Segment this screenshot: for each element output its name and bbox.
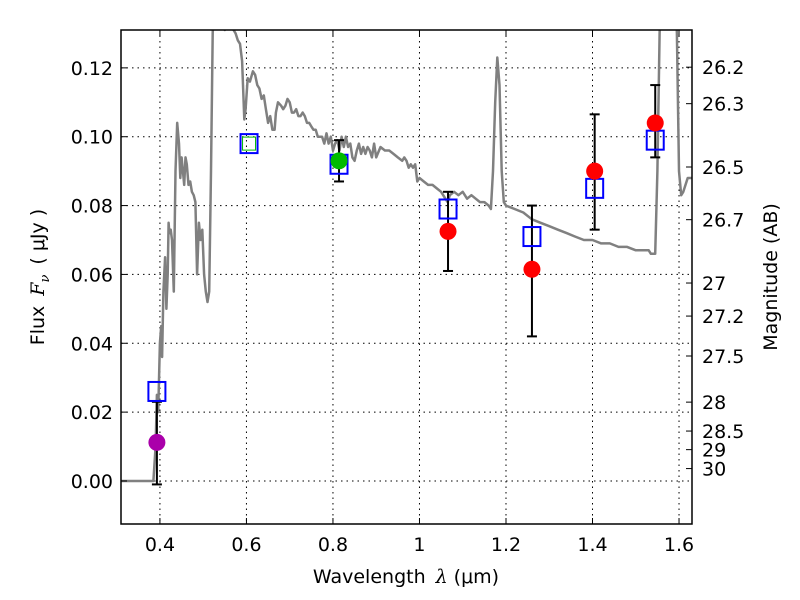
y2-axis-label: Magnitude (AB) bbox=[760, 203, 782, 351]
y2-tick-label: 26.2 bbox=[702, 57, 744, 79]
y2-tick-label: 27.2 bbox=[702, 306, 744, 328]
x-tick-label: 0.4 bbox=[145, 534, 175, 556]
y-tick-label: 0.02 bbox=[71, 402, 113, 424]
observed-circle-marker bbox=[646, 114, 664, 132]
model-square-marker bbox=[438, 198, 458, 220]
x-axis-ticks: 0.4 0.6 0.8 1 1.2 1.4 1.6 bbox=[145, 30, 694, 556]
observed-circle-marker bbox=[439, 222, 457, 240]
model-square-marker bbox=[239, 133, 259, 155]
x-tick-label: 0.6 bbox=[231, 534, 261, 556]
markers-group bbox=[147, 84, 665, 486]
y2-tick-label: 27.5 bbox=[702, 346, 744, 368]
observed-circle-marker bbox=[330, 152, 348, 170]
y2-tick-label: 28 bbox=[702, 392, 726, 414]
observed-circle-marker bbox=[586, 162, 604, 180]
model-square-marker bbox=[522, 226, 542, 248]
x-tick-label: 1.4 bbox=[577, 534, 607, 556]
y-tick-label: 0.12 bbox=[71, 58, 113, 80]
y-tick-label: 0.08 bbox=[71, 196, 113, 218]
model-square-marker bbox=[147, 380, 167, 402]
y2-tick-label: 28.5 bbox=[702, 421, 744, 443]
y-axis-label: FluxFν( μJy ) bbox=[27, 209, 53, 345]
y2-tick-label: 29 bbox=[702, 440, 726, 462]
x-tick-label: 1.2 bbox=[491, 534, 521, 556]
plot-frame bbox=[120, 29, 693, 525]
y2-tick-label: 26.5 bbox=[702, 157, 744, 179]
model-sed-line bbox=[121, 30, 692, 483]
model-sed-line-group bbox=[121, 30, 692, 483]
y-tick-label: 0.10 bbox=[71, 127, 113, 149]
y2-tick-label: 30 bbox=[702, 459, 726, 481]
x-axis-label: Wavelength λ (μm) bbox=[313, 566, 499, 588]
x-tick-label: 1.6 bbox=[664, 534, 694, 556]
observed-circle-marker bbox=[523, 260, 541, 278]
y-tick-label: 0.06 bbox=[71, 264, 113, 286]
x-tick-label: 1 bbox=[413, 534, 425, 556]
y-axis-ticks: 0.00 0.02 0.04 0.06 0.08 0.10 0.12 bbox=[71, 58, 127, 493]
x-tick-label: 0.8 bbox=[318, 534, 348, 556]
observed-circle-marker bbox=[148, 433, 166, 451]
y2-tick-label: 26.3 bbox=[702, 94, 744, 116]
y2-tick-label: 27 bbox=[702, 273, 726, 295]
y-tick-label: 0.04 bbox=[71, 333, 113, 355]
y2-tick-label: 26.7 bbox=[702, 210, 744, 232]
y-tick-label: 0.00 bbox=[71, 471, 113, 493]
observed-inner-square-marker bbox=[242, 136, 257, 151]
